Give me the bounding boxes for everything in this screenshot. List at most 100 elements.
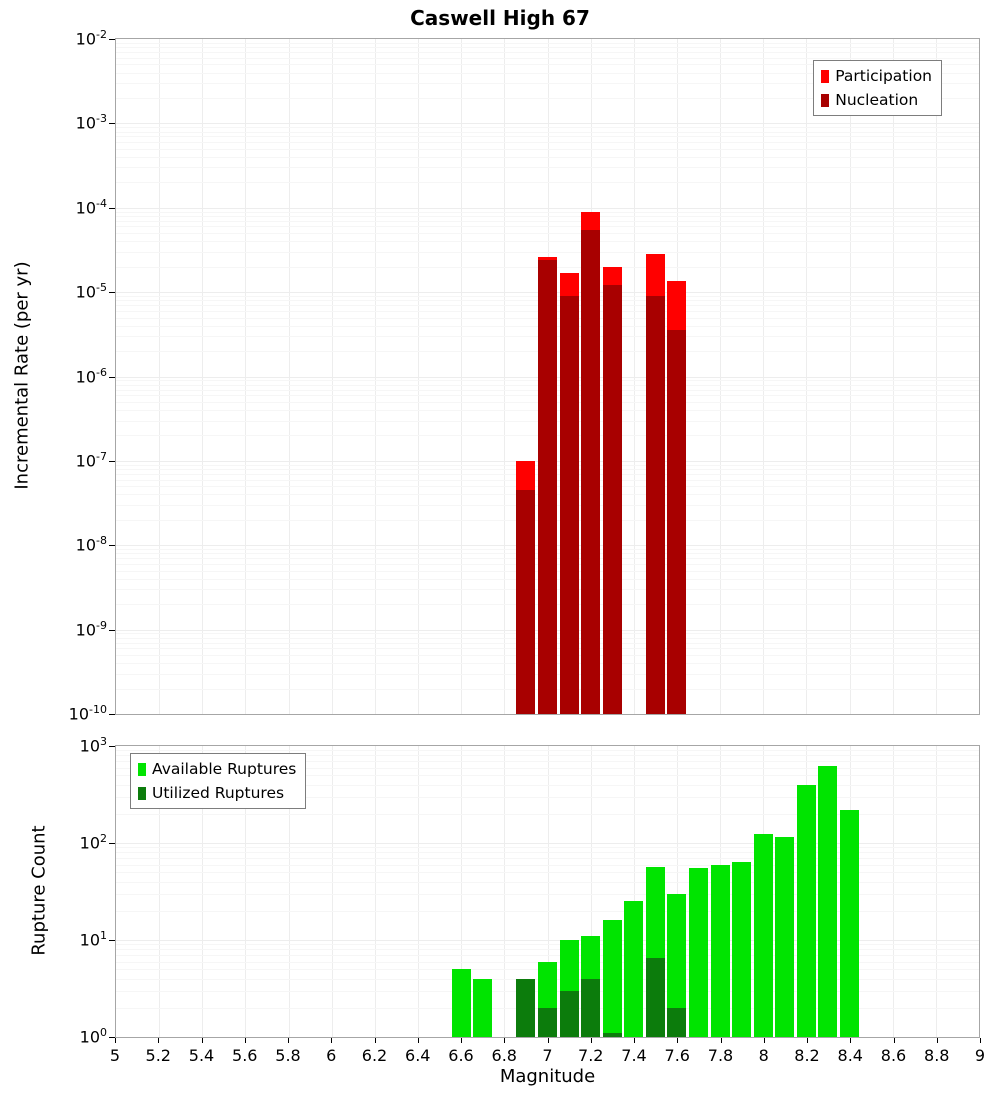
- x-tick-mark: [115, 1038, 116, 1043]
- legend-item-utilized-ruptures: Utilized Ruptures: [138, 781, 296, 805]
- legend-item-available-ruptures: Available Ruptures: [138, 757, 296, 781]
- horizontal-gridline-minor: [116, 97, 979, 99]
- bar-available-ruptures: [732, 862, 752, 1037]
- available-ruptures-label: Available Ruptures: [152, 760, 297, 778]
- x-tick-mark: [936, 1038, 938, 1043]
- horizontal-gridline-minor: [116, 233, 979, 235]
- bar-available-ruptures: [818, 766, 838, 1037]
- x-tick-mark: [201, 1038, 203, 1043]
- x-tick-label: 5.2: [145, 1046, 171, 1065]
- horizontal-gridline-minor: [116, 858, 979, 860]
- bar-nucleation: [581, 229, 601, 714]
- bar-utilized-ruptures: [559, 990, 579, 1037]
- horizontal-gridline-minor: [116, 755, 979, 757]
- bar-available-ruptures: [710, 864, 730, 1037]
- bar-utilized-ruptures: [645, 958, 665, 1037]
- horizontal-gridline-minor: [116, 852, 979, 854]
- x-tick-mark: [158, 1038, 160, 1043]
- horizontal-gridline-minor: [116, 813, 979, 815]
- x-tick-label: 6: [326, 1046, 337, 1065]
- bar-utilized-ruptures: [516, 978, 536, 1037]
- x-tick-label: 6.2: [361, 1046, 388, 1065]
- bar-available-ruptures: [451, 969, 471, 1037]
- vertical-gridline: [331, 746, 333, 1037]
- x-tick-mark: [893, 1038, 895, 1043]
- x-tick-label: 6.6: [448, 1046, 474, 1065]
- vertical-gridline: [590, 746, 592, 1037]
- horizontal-gridline-minor: [116, 142, 979, 144]
- horizontal-gridline-minor: [116, 893, 979, 895]
- x-tick-label: 5: [109, 1046, 121, 1065]
- bar-available-ruptures: [840, 809, 860, 1037]
- x-tick-label: 7.6: [664, 1046, 690, 1065]
- y-tick-label: 101: [79, 929, 107, 950]
- x-tick-label: 7: [542, 1046, 553, 1065]
- bar-available-ruptures: [775, 837, 795, 1037]
- legend-item-participation: Participation: [821, 64, 932, 88]
- horizontal-gridline-minor: [116, 215, 979, 217]
- bar-utilized-ruptures: [581, 978, 601, 1037]
- horizontal-gridline-minor: [116, 761, 979, 763]
- horizontal-gridline-minor: [116, 148, 979, 150]
- x-tick-mark: [374, 1038, 376, 1043]
- horizontal-gridline-minor: [116, 136, 979, 138]
- vertical-gridline: [547, 746, 549, 1037]
- x-tick-mark: [807, 1038, 808, 1043]
- x-tick-mark: [417, 1038, 419, 1043]
- horizontal-gridline-minor: [116, 784, 979, 786]
- incremental-rate-plot-area: [115, 38, 980, 715]
- x-tick-label: 7.8: [707, 1046, 734, 1065]
- utilized-ruptures-swatch-icon: [138, 786, 146, 800]
- y-tick-label: 10-4: [75, 196, 107, 218]
- x-tick-mark: [547, 1038, 549, 1043]
- horizontal-gridline-minor: [116, 910, 979, 912]
- horizontal-gridline-minor: [116, 167, 979, 169]
- vertical-gridline: [202, 746, 204, 1037]
- y-tick-label: 10-7: [75, 449, 107, 471]
- horizontal-gridline-minor: [116, 127, 979, 129]
- vertical-gridline: [935, 746, 937, 1037]
- y-tick-label: 10-8: [75, 534, 107, 555]
- x-tick-mark: [244, 1038, 246, 1043]
- x-tick-label: 8.4: [837, 1046, 863, 1065]
- nucleation-label: Nucleation: [835, 91, 919, 109]
- y-tick-label: 102: [79, 832, 107, 853]
- top-y-axis-label: Incremental Rate (per yr): [11, 261, 33, 490]
- vertical-gridline: [633, 746, 635, 1037]
- x-tick-label: 8.6: [880, 1046, 907, 1065]
- horizontal-gridline-minor: [116, 251, 979, 253]
- vertical-gridline: [461, 746, 463, 1037]
- vertical-gridline: [418, 746, 420, 1037]
- bar-utilized-ruptures: [538, 1007, 557, 1037]
- horizontal-gridline-minor: [116, 226, 979, 228]
- x-tick-mark: [634, 1038, 635, 1043]
- bar-available-ruptures: [796, 784, 816, 1037]
- vertical-gridline: [245, 746, 247, 1037]
- horizontal-gridline-minor: [116, 83, 979, 85]
- horizontal-gridline: [116, 843, 979, 844]
- x-tick-mark: [288, 1038, 289, 1043]
- horizontal-gridline-minor: [116, 241, 979, 243]
- bar-nucleation: [538, 260, 557, 714]
- bar-nucleation: [667, 329, 687, 714]
- nucleation-swatch-icon: [821, 93, 830, 107]
- horizontal-gridline-minor: [116, 775, 979, 777]
- x-tick-label: 5.6: [232, 1046, 258, 1065]
- x-tick-label: 8: [758, 1046, 769, 1065]
- y-tick-label: 10-10: [68, 703, 107, 724]
- bar-available-ruptures: [624, 901, 644, 1037]
- horizontal-gridline-minor: [116, 750, 979, 752]
- bar-available-ruptures: [689, 868, 709, 1037]
- horizontal-gridline: [116, 940, 979, 941]
- rupture-legend: Available Ruptures Utilized Ruptures: [130, 753, 307, 809]
- vertical-gridline: [288, 746, 290, 1037]
- horizontal-gridline-minor: [116, 881, 979, 883]
- x-tick-label: 7.2: [578, 1046, 604, 1065]
- y-tick-label: 10-3: [75, 112, 107, 133]
- y-tick-label: 10-5: [75, 281, 107, 302]
- x-axis-label: Magnitude: [499, 1066, 596, 1087]
- y-tick-label: 10-9: [75, 618, 107, 639]
- bar-available-ruptures: [753, 833, 773, 1037]
- figure-title: Caswell High 67: [410, 6, 590, 30]
